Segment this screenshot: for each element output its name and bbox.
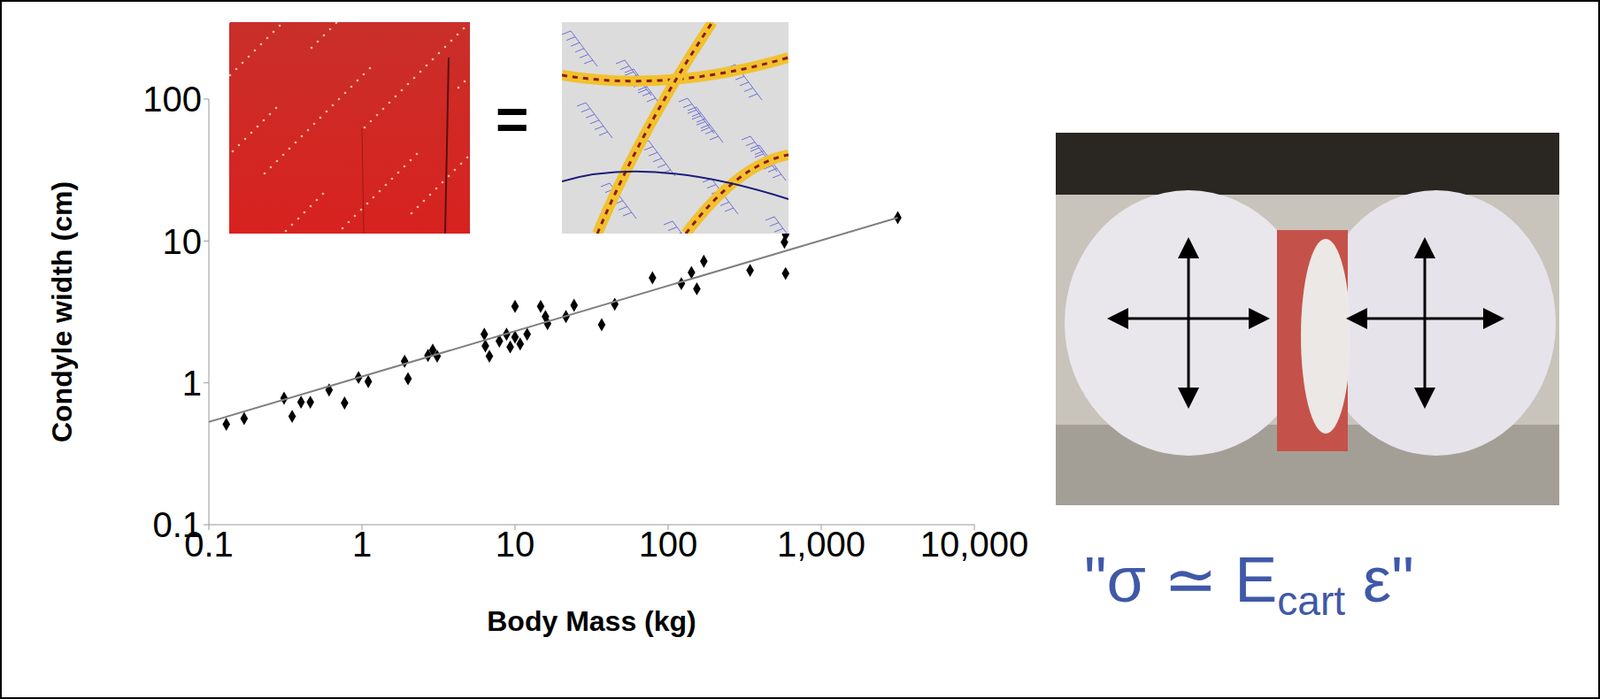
html-text:"σ ≃ Ecartε": "σ ≃ Ecartε"	[1084, 544, 1414, 625]
svg-text:0.1: 0.1	[184, 525, 234, 565]
svg-text:10: 10	[162, 222, 203, 262]
svg-text:1,000: 1,000	[776, 524, 866, 564]
svg-text:100: 100	[638, 524, 699, 564]
svg-text:10,000: 10,000	[920, 524, 1029, 564]
svg-text:Body Mass (kg): Body Mass (kg)	[486, 605, 696, 638]
svg-text:1: 1	[182, 363, 202, 403]
svg-text:10: 10	[495, 524, 536, 564]
svg-text:Condyle width (cm): Condyle width (cm)	[46, 181, 78, 443]
svg-text:1: 1	[352, 524, 372, 564]
svg-text:100: 100	[142, 79, 202, 119]
svg-text:0.1: 0.1	[152, 505, 202, 545]
